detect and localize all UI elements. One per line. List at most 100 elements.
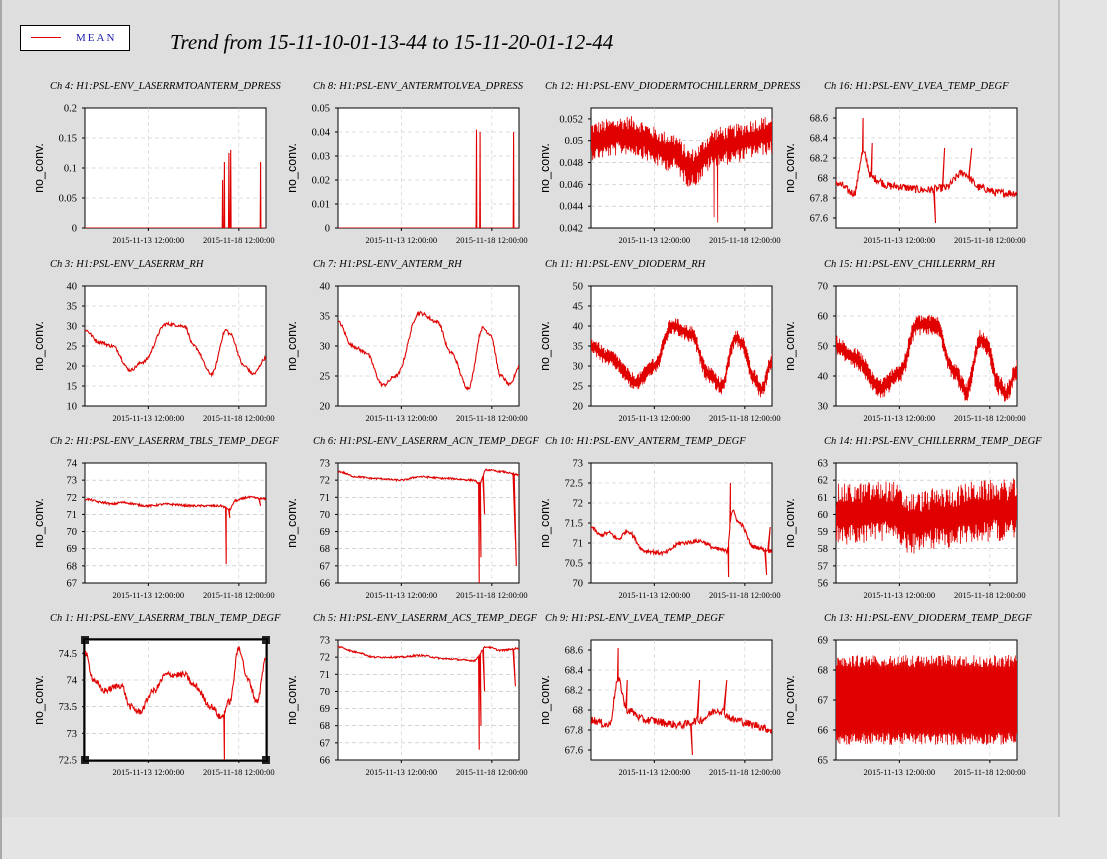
x-tick-label: 2015-11-13 12:00:00 [112, 767, 184, 777]
y-tick-label: 72.5 [59, 756, 77, 767]
y-tick-label: 68 [67, 561, 78, 572]
x-tick-label: 2015-11-18 12:00:00 [456, 767, 528, 777]
x-tick-label: 2015-11-13 12:00:00 [618, 767, 690, 777]
y-tick-label: 50 [573, 282, 584, 293]
y-tick-label: 0.052 [559, 114, 583, 125]
y-tick-label: 73 [67, 476, 78, 487]
plot-title: Ch 13: H1:PSL-ENV_DIODERM_TEMP_DEGF [824, 613, 1032, 624]
series-line-mean [85, 495, 266, 565]
y-tick-label: 66 [818, 726, 829, 737]
selection-handle [262, 756, 270, 764]
x-tick-label: 2015-11-18 12:00:00 [954, 590, 1026, 600]
y-tick-label: 0.2 [64, 104, 77, 115]
x-tick-label: 2015-11-13 12:00:00 [112, 413, 184, 423]
selection-handle [81, 756, 89, 764]
plot-area [590, 639, 773, 761]
y-tick-label: 50 [818, 342, 829, 353]
y-tick-label: 15 [67, 382, 78, 393]
y-tick-label: 66 [320, 756, 331, 767]
y-tick-label: 70 [67, 527, 78, 538]
y-tick-label: 25 [573, 382, 584, 393]
plot-title: Ch 8: H1:PSL-ENV_ANTERMTOLVEA_DPRESS [313, 81, 524, 92]
y-axis-label: no_conv. [783, 498, 797, 548]
y-tick-label: 40 [818, 372, 829, 383]
series-line-mean [591, 482, 772, 578]
y-tick-label: 71 [320, 670, 331, 681]
y-tick-label: 66 [320, 579, 331, 590]
x-tick-label: 2015-11-13 12:00:00 [365, 413, 437, 423]
y-tick-label: 70.5 [565, 559, 583, 570]
y-tick-label: 0.03 [312, 152, 330, 163]
y-tick-label: 35 [573, 342, 584, 353]
y-tick-label: 10 [67, 402, 78, 413]
y-tick-label: 65 [818, 756, 829, 767]
y-tick-label: 67.6 [810, 214, 828, 225]
y-axis-label: no_conv. [32, 321, 46, 371]
x-tick-label: 2015-11-18 12:00:00 [456, 235, 528, 245]
y-tick-label: 68.2 [810, 154, 828, 165]
plot-area [835, 107, 1018, 229]
x-tick-label: 2015-11-13 12:00:00 [365, 767, 437, 777]
plot-area [84, 462, 267, 584]
x-tick-label: 2015-11-13 12:00:00 [365, 235, 437, 245]
x-tick-label: 2015-11-18 12:00:00 [456, 590, 528, 600]
y-tick-label: 72 [573, 499, 584, 510]
series-line-mean [591, 318, 772, 398]
series-line-mean [591, 116, 772, 223]
y-tick-label: 35 [67, 302, 78, 313]
x-tick-label: 2015-11-13 12:00:00 [863, 590, 935, 600]
series-line-mean [836, 654, 1017, 745]
y-tick-label: 30 [320, 342, 331, 353]
plot-area [337, 639, 520, 761]
y-tick-label: 68.6 [810, 114, 828, 125]
y-tick-label: 0.048 [559, 158, 583, 169]
y-tick-label: 0.01 [312, 200, 330, 211]
y-tick-label: 20 [320, 402, 331, 413]
y-tick-label: 40 [573, 322, 584, 333]
y-tick-label: 68 [320, 544, 331, 555]
x-tick-label: 2015-11-18 12:00:00 [203, 767, 275, 777]
y-axis-label: no_conv. [32, 675, 46, 725]
y-axis-label: no_conv. [285, 675, 299, 725]
y-tick-label: 69 [320, 704, 331, 715]
plot-title: Ch 3: H1:PSL-ENV_LASERRM_RH [50, 259, 205, 270]
legend: MEAN [20, 25, 130, 51]
y-tick-label: 72 [67, 493, 78, 504]
y-axis-label: no_conv. [285, 143, 299, 193]
y-tick-label: 40 [67, 282, 78, 293]
y-tick-label: 0.04 [312, 128, 331, 139]
y-tick-label: 40 [320, 282, 331, 293]
y-tick-label: 68.4 [565, 666, 584, 677]
x-tick-label: 2015-11-13 12:00:00 [618, 413, 690, 423]
y-tick-label: 68.4 [810, 134, 829, 145]
y-tick-label: 68 [818, 666, 829, 677]
y-tick-label: 0.15 [59, 134, 77, 145]
y-tick-label: 67.8 [810, 194, 828, 205]
y-axis-label: no_conv. [538, 321, 552, 371]
y-axis-label: no_conv. [285, 498, 299, 548]
plot-title: Ch 16: H1:PSL-ENV_LVEA_TEMP_DEGF [824, 81, 1009, 92]
legend-label: MEAN [76, 32, 117, 44]
y-tick-label: 0.02 [312, 176, 330, 187]
y-tick-label: 0.05 [312, 104, 330, 115]
y-tick-label: 69 [320, 527, 331, 538]
y-axis-label: no_conv. [783, 675, 797, 725]
series-line-mean [338, 468, 519, 583]
y-tick-label: 73.5 [59, 702, 77, 713]
x-tick-label: 2015-11-18 12:00:00 [954, 413, 1026, 423]
y-tick-label: 25 [320, 372, 331, 383]
y-tick-label: 0 [325, 224, 330, 235]
y-tick-label: 72 [320, 653, 331, 664]
y-tick-label: 73 [67, 729, 78, 740]
y-tick-label: 70 [320, 687, 331, 698]
y-tick-label: 60 [818, 312, 829, 323]
plot-area [337, 107, 520, 229]
y-tick-label: 58 [818, 544, 829, 555]
y-tick-label: 68 [818, 174, 829, 185]
y-tick-label: 20 [67, 362, 78, 373]
plot-title: Ch 2: H1:PSL-ENV_LASERRM_TBLS_TEMP_DEGF [50, 436, 279, 447]
y-tick-label: 72 [320, 476, 331, 487]
y-tick-label: 69 [67, 544, 78, 555]
series-line-mean [338, 129, 519, 228]
y-tick-label: 74 [67, 676, 78, 687]
